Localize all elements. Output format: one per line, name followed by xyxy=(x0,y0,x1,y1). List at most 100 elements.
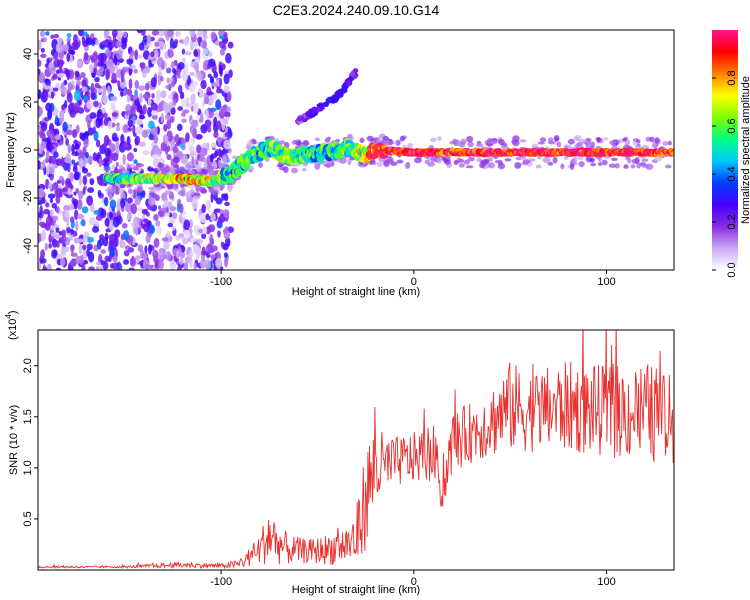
spectrogram-cell xyxy=(311,106,318,113)
spectrogram-cell xyxy=(49,67,56,75)
spectrogram-cell xyxy=(539,137,547,143)
spectrogram-cell xyxy=(58,175,64,182)
spectrogram-cell xyxy=(218,30,226,38)
spectrogram-cell xyxy=(69,184,74,190)
spectrogram-cell xyxy=(70,244,75,252)
spectrogram-cell xyxy=(189,219,193,229)
spectrogram-cell xyxy=(430,156,436,163)
spectrogram-cell xyxy=(158,40,165,48)
spectrogram-cell xyxy=(143,263,151,270)
spectrogram-cell xyxy=(522,159,531,165)
spectrogram-cell xyxy=(199,156,206,163)
spectrogram-cell xyxy=(148,196,156,207)
spectrogram-cell xyxy=(126,94,131,103)
spectrogram-cell xyxy=(104,255,111,262)
spectrogram-cell xyxy=(225,116,230,122)
spectrogram-cell xyxy=(193,262,197,270)
spectrogram-cell xyxy=(108,234,116,241)
spectrogram-cell xyxy=(552,156,558,164)
spectrogram-cell xyxy=(201,246,206,256)
spectrogram-cell xyxy=(47,193,56,199)
spectrogram-cell xyxy=(603,137,609,141)
spectrogram-cell xyxy=(100,249,106,254)
spectrogram-cell xyxy=(41,229,47,241)
spectrogram-cell xyxy=(193,48,199,57)
spectrogram-cell xyxy=(61,229,67,238)
spectrogram-cell xyxy=(81,86,88,93)
spectrogram-cell xyxy=(164,30,168,37)
spectrogram-cell xyxy=(291,139,298,145)
spectrogram-cell xyxy=(138,85,146,91)
spectrogram-cell xyxy=(132,132,137,137)
spectrogram-cell xyxy=(38,233,42,244)
spectrogram-cell xyxy=(42,266,48,270)
spectrogram-cell xyxy=(396,159,404,164)
spectrogram-cell xyxy=(38,89,41,99)
spectrogram-cell xyxy=(152,144,160,155)
spectrogram-cell xyxy=(188,144,194,153)
spectrogram-cell xyxy=(139,110,144,115)
spectrogram-cell xyxy=(112,255,118,263)
spectrogram-cell xyxy=(92,100,99,108)
spectrogram-cell xyxy=(196,30,202,38)
spectrogram-cell xyxy=(226,91,232,102)
spectrogram-ytick-label: -20 xyxy=(22,190,34,206)
spectrogram-cell xyxy=(73,171,80,181)
spectrogram-cell xyxy=(632,141,639,146)
spectrogram-cell xyxy=(130,203,138,215)
spectrogram-cell xyxy=(209,233,214,244)
spectrogram-cell xyxy=(103,147,112,157)
spectrogram-cell xyxy=(104,165,110,173)
spectrogram-cell xyxy=(53,58,60,68)
spectrogram-cell xyxy=(326,136,332,140)
spectrogram-cell xyxy=(134,135,141,146)
spectrogram-cell xyxy=(224,126,228,134)
spectrogram-cell xyxy=(185,101,190,109)
spectrogram-cell xyxy=(163,124,168,132)
spectrogram-cell xyxy=(134,188,143,194)
spectrogram-cell xyxy=(553,134,560,142)
spectrogram-cell xyxy=(99,234,105,240)
spectrogram-cell xyxy=(146,34,152,44)
spectrogram-cell xyxy=(173,38,179,45)
spectrogram-cell xyxy=(150,51,155,58)
spectrogram-cell xyxy=(114,229,121,238)
spectrogram-cell xyxy=(109,246,115,258)
spectrogram-cell xyxy=(73,191,77,196)
spectrogram-cell xyxy=(94,82,100,89)
spectrogram-cell xyxy=(221,120,226,131)
spectrogram-cell xyxy=(219,106,225,116)
spectrogram-cell xyxy=(199,258,207,269)
spectrogram-cell xyxy=(248,165,255,172)
spectrogram-cell xyxy=(427,162,436,167)
colorbar-tick-label: 0.8 xyxy=(726,70,738,85)
spectrogram-cell xyxy=(301,168,307,172)
spectrogram-cell xyxy=(228,69,233,78)
spectrogram-cell xyxy=(563,156,569,160)
spectrogram-cell xyxy=(75,124,80,134)
spectrogram-cell xyxy=(407,143,414,148)
spectrogram-cell xyxy=(142,104,147,115)
spectrogram-cell xyxy=(413,157,422,164)
spectrogram-cell xyxy=(199,186,206,194)
spectrogram-cell xyxy=(107,120,113,130)
spectrogram-cell xyxy=(114,236,119,248)
spectrogram-cell xyxy=(89,178,95,186)
spectrogram-cell xyxy=(301,141,307,145)
spectrogram-cell xyxy=(51,215,59,221)
spectrogram-cell xyxy=(110,96,117,101)
spectrogram-cell xyxy=(71,80,75,86)
spectrogram-cell xyxy=(50,91,55,99)
spectrogram-cell xyxy=(178,166,184,170)
spectrogram-cell xyxy=(38,261,41,270)
spectrogram-cell xyxy=(449,141,455,145)
spectrogram-cell xyxy=(83,138,89,148)
spectrogram-cell xyxy=(38,59,42,68)
spectrogram-cell xyxy=(38,144,43,155)
spectrogram-cell xyxy=(172,98,177,107)
spectrogram-cell xyxy=(69,259,77,267)
spectrogram-cell xyxy=(535,164,542,169)
spectrogram-cell xyxy=(167,49,174,58)
spectrogram-cell xyxy=(196,166,202,172)
spectrogram-cell xyxy=(71,129,78,138)
